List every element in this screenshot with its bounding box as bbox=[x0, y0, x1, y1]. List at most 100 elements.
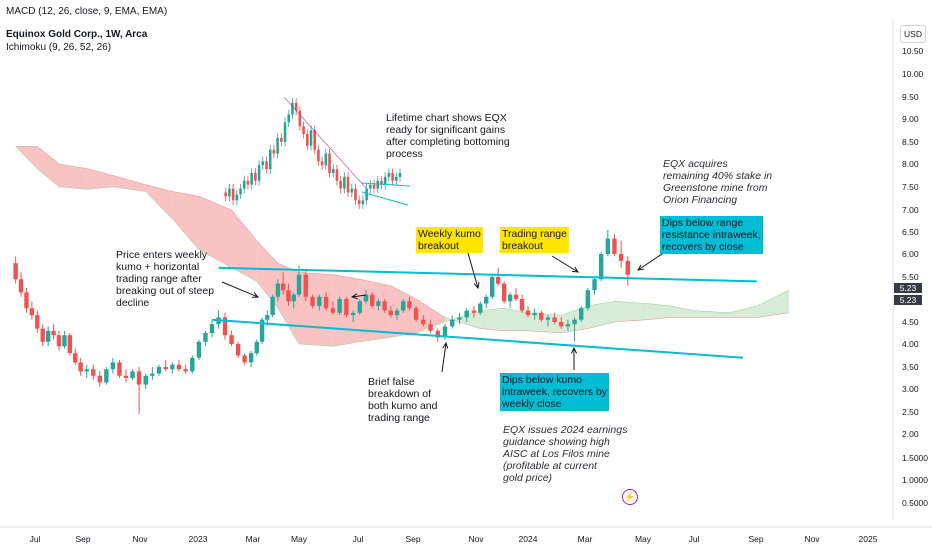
candle-down bbox=[286, 283, 291, 306]
candle-body bbox=[13, 263, 18, 280]
candle-body bbox=[484, 296, 489, 304]
inset-candle bbox=[283, 117, 287, 147]
candle-up bbox=[110, 357, 116, 374]
inset-candle-body bbox=[272, 149, 276, 154]
currency-button[interactable]: USD bbox=[900, 25, 926, 43]
inset-candle bbox=[369, 180, 372, 194]
lightning-icon[interactable]: ⚡ bbox=[622, 489, 638, 505]
arrow-head bbox=[571, 266, 579, 273]
candle-up bbox=[150, 367, 155, 381]
x-tick-label: May bbox=[635, 534, 652, 544]
inset-candle-body bbox=[291, 102, 294, 115]
inset-candle-body bbox=[265, 161, 268, 170]
inset-candle bbox=[261, 156, 265, 170]
lifetime-inset-chart bbox=[224, 96, 411, 209]
candle-body bbox=[525, 310, 531, 316]
inset-candle bbox=[317, 144, 320, 166]
annotation-arrow bbox=[570, 346, 578, 370]
inset-candle bbox=[309, 125, 313, 151]
candle-down bbox=[310, 294, 315, 309]
candle-body bbox=[163, 367, 168, 370]
candle-body bbox=[344, 299, 349, 316]
candle-body bbox=[501, 283, 507, 302]
candle-body bbox=[382, 301, 387, 311]
inset-candle bbox=[228, 183, 231, 202]
annotation-earnings: EQX issues 2024 earnings guidance showin… bbox=[503, 424, 628, 484]
x-tick-label: Jul bbox=[30, 534, 41, 544]
candle-down bbox=[13, 256, 18, 284]
inset-candle-body bbox=[276, 137, 279, 154]
candle-body bbox=[136, 371, 142, 385]
annotation-trading-range-breakout: Trading range breakout bbox=[500, 227, 569, 253]
kumo-segment bbox=[59, 164, 87, 190]
inset-candle-body bbox=[268, 149, 272, 170]
inset-candle bbox=[380, 176, 383, 190]
candle-body bbox=[435, 330, 440, 338]
candle-down bbox=[183, 364, 188, 374]
inset-candle-body bbox=[346, 176, 350, 193]
x-tick-label: Nov bbox=[804, 534, 820, 544]
inset-support-line bbox=[361, 191, 409, 206]
candle-down bbox=[280, 272, 286, 295]
kumo-segment bbox=[145, 184, 173, 219]
candle-up bbox=[156, 364, 162, 376]
arrow-shaft bbox=[551, 255, 579, 273]
kumo-segment bbox=[528, 312, 562, 333]
inset-candle-body bbox=[305, 134, 309, 146]
y-tick-label: 5.50 bbox=[902, 272, 919, 282]
x-axis: Jul Sep Nov 2023 Mar May Jul Sep Nov 2024 Mar May Ju… bbox=[0, 526, 932, 544]
x-tick-label: Mar bbox=[578, 534, 593, 544]
inset-candle-body bbox=[246, 180, 250, 185]
candle-body bbox=[350, 312, 356, 316]
candle-up bbox=[104, 367, 109, 385]
inset-candle bbox=[394, 172, 398, 186]
y-tick-label: 8.00 bbox=[902, 159, 919, 169]
inset-candle-body bbox=[387, 173, 391, 177]
inset-candle bbox=[272, 144, 276, 159]
x-tick-label: 2023 bbox=[189, 534, 208, 544]
inset-candle-body bbox=[231, 188, 235, 201]
arrow-shaft bbox=[351, 294, 367, 298]
inset-candle bbox=[224, 187, 228, 202]
candle-up bbox=[350, 310, 356, 322]
candle-up bbox=[545, 315, 551, 327]
candle-body bbox=[559, 322, 564, 327]
candle-body bbox=[357, 301, 362, 313]
candle-down bbox=[97, 371, 103, 387]
inset-candle-body bbox=[354, 188, 357, 201]
candle-body bbox=[117, 362, 122, 376]
inset-candle-body bbox=[391, 173, 394, 181]
candle-up bbox=[248, 350, 254, 367]
inset-candle-body bbox=[339, 180, 342, 189]
candle-down bbox=[330, 301, 336, 316]
inset-candle bbox=[276, 133, 279, 159]
candle-down bbox=[612, 234, 617, 257]
inset-candle-body bbox=[383, 176, 387, 185]
inset-candle-body bbox=[250, 173, 253, 185]
candle-down bbox=[625, 256, 630, 286]
inset-candle bbox=[257, 160, 261, 186]
candle-body bbox=[464, 310, 469, 318]
annotation-weekly-kumo-breakout: Weekly kumo breakout bbox=[416, 227, 483, 253]
inset-candle bbox=[231, 183, 235, 205]
inset-candle bbox=[324, 148, 328, 170]
inset-candle bbox=[328, 148, 331, 178]
inset-candle bbox=[242, 176, 246, 194]
macd-indicator-label: MACD (12, 26, close, 9, EMA, EMA) bbox=[6, 6, 168, 17]
y-tick-label: 6.00 bbox=[902, 249, 919, 259]
candle-body bbox=[585, 290, 591, 309]
candle-down bbox=[382, 299, 387, 313]
candle-down bbox=[428, 319, 433, 333]
candle-body bbox=[421, 319, 426, 325]
candle-body bbox=[203, 333, 208, 342]
candle-body bbox=[442, 326, 448, 338]
inset-candle-body bbox=[369, 184, 372, 189]
y-tick-label: 4.50 bbox=[902, 317, 919, 327]
candle-body bbox=[428, 324, 433, 331]
annotation-dips-below-kumo: Dips below kumo intraweek, recovers by w… bbox=[500, 373, 610, 411]
kumo-segment bbox=[37, 146, 59, 187]
candle-body bbox=[363, 294, 369, 302]
candle-body bbox=[265, 315, 270, 320]
candle-down bbox=[73, 348, 78, 365]
